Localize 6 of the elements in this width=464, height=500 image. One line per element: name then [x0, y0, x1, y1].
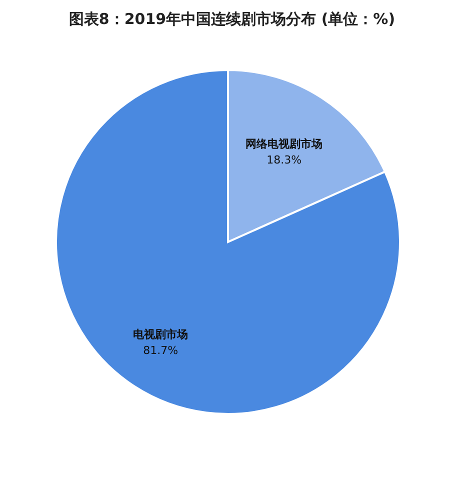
- pie-slice: [55, 69, 401, 415]
- slice-label: 电视剧市场: [133, 328, 188, 341]
- chart-title: 图表8：2019年中国连续剧市场分布 (单位：%): [68, 10, 396, 28]
- data-label: 18.3%: [266, 153, 302, 166]
- slice-label: 网络电视剧市场: [246, 137, 323, 150]
- data-label: 81.7%: [143, 344, 178, 357]
